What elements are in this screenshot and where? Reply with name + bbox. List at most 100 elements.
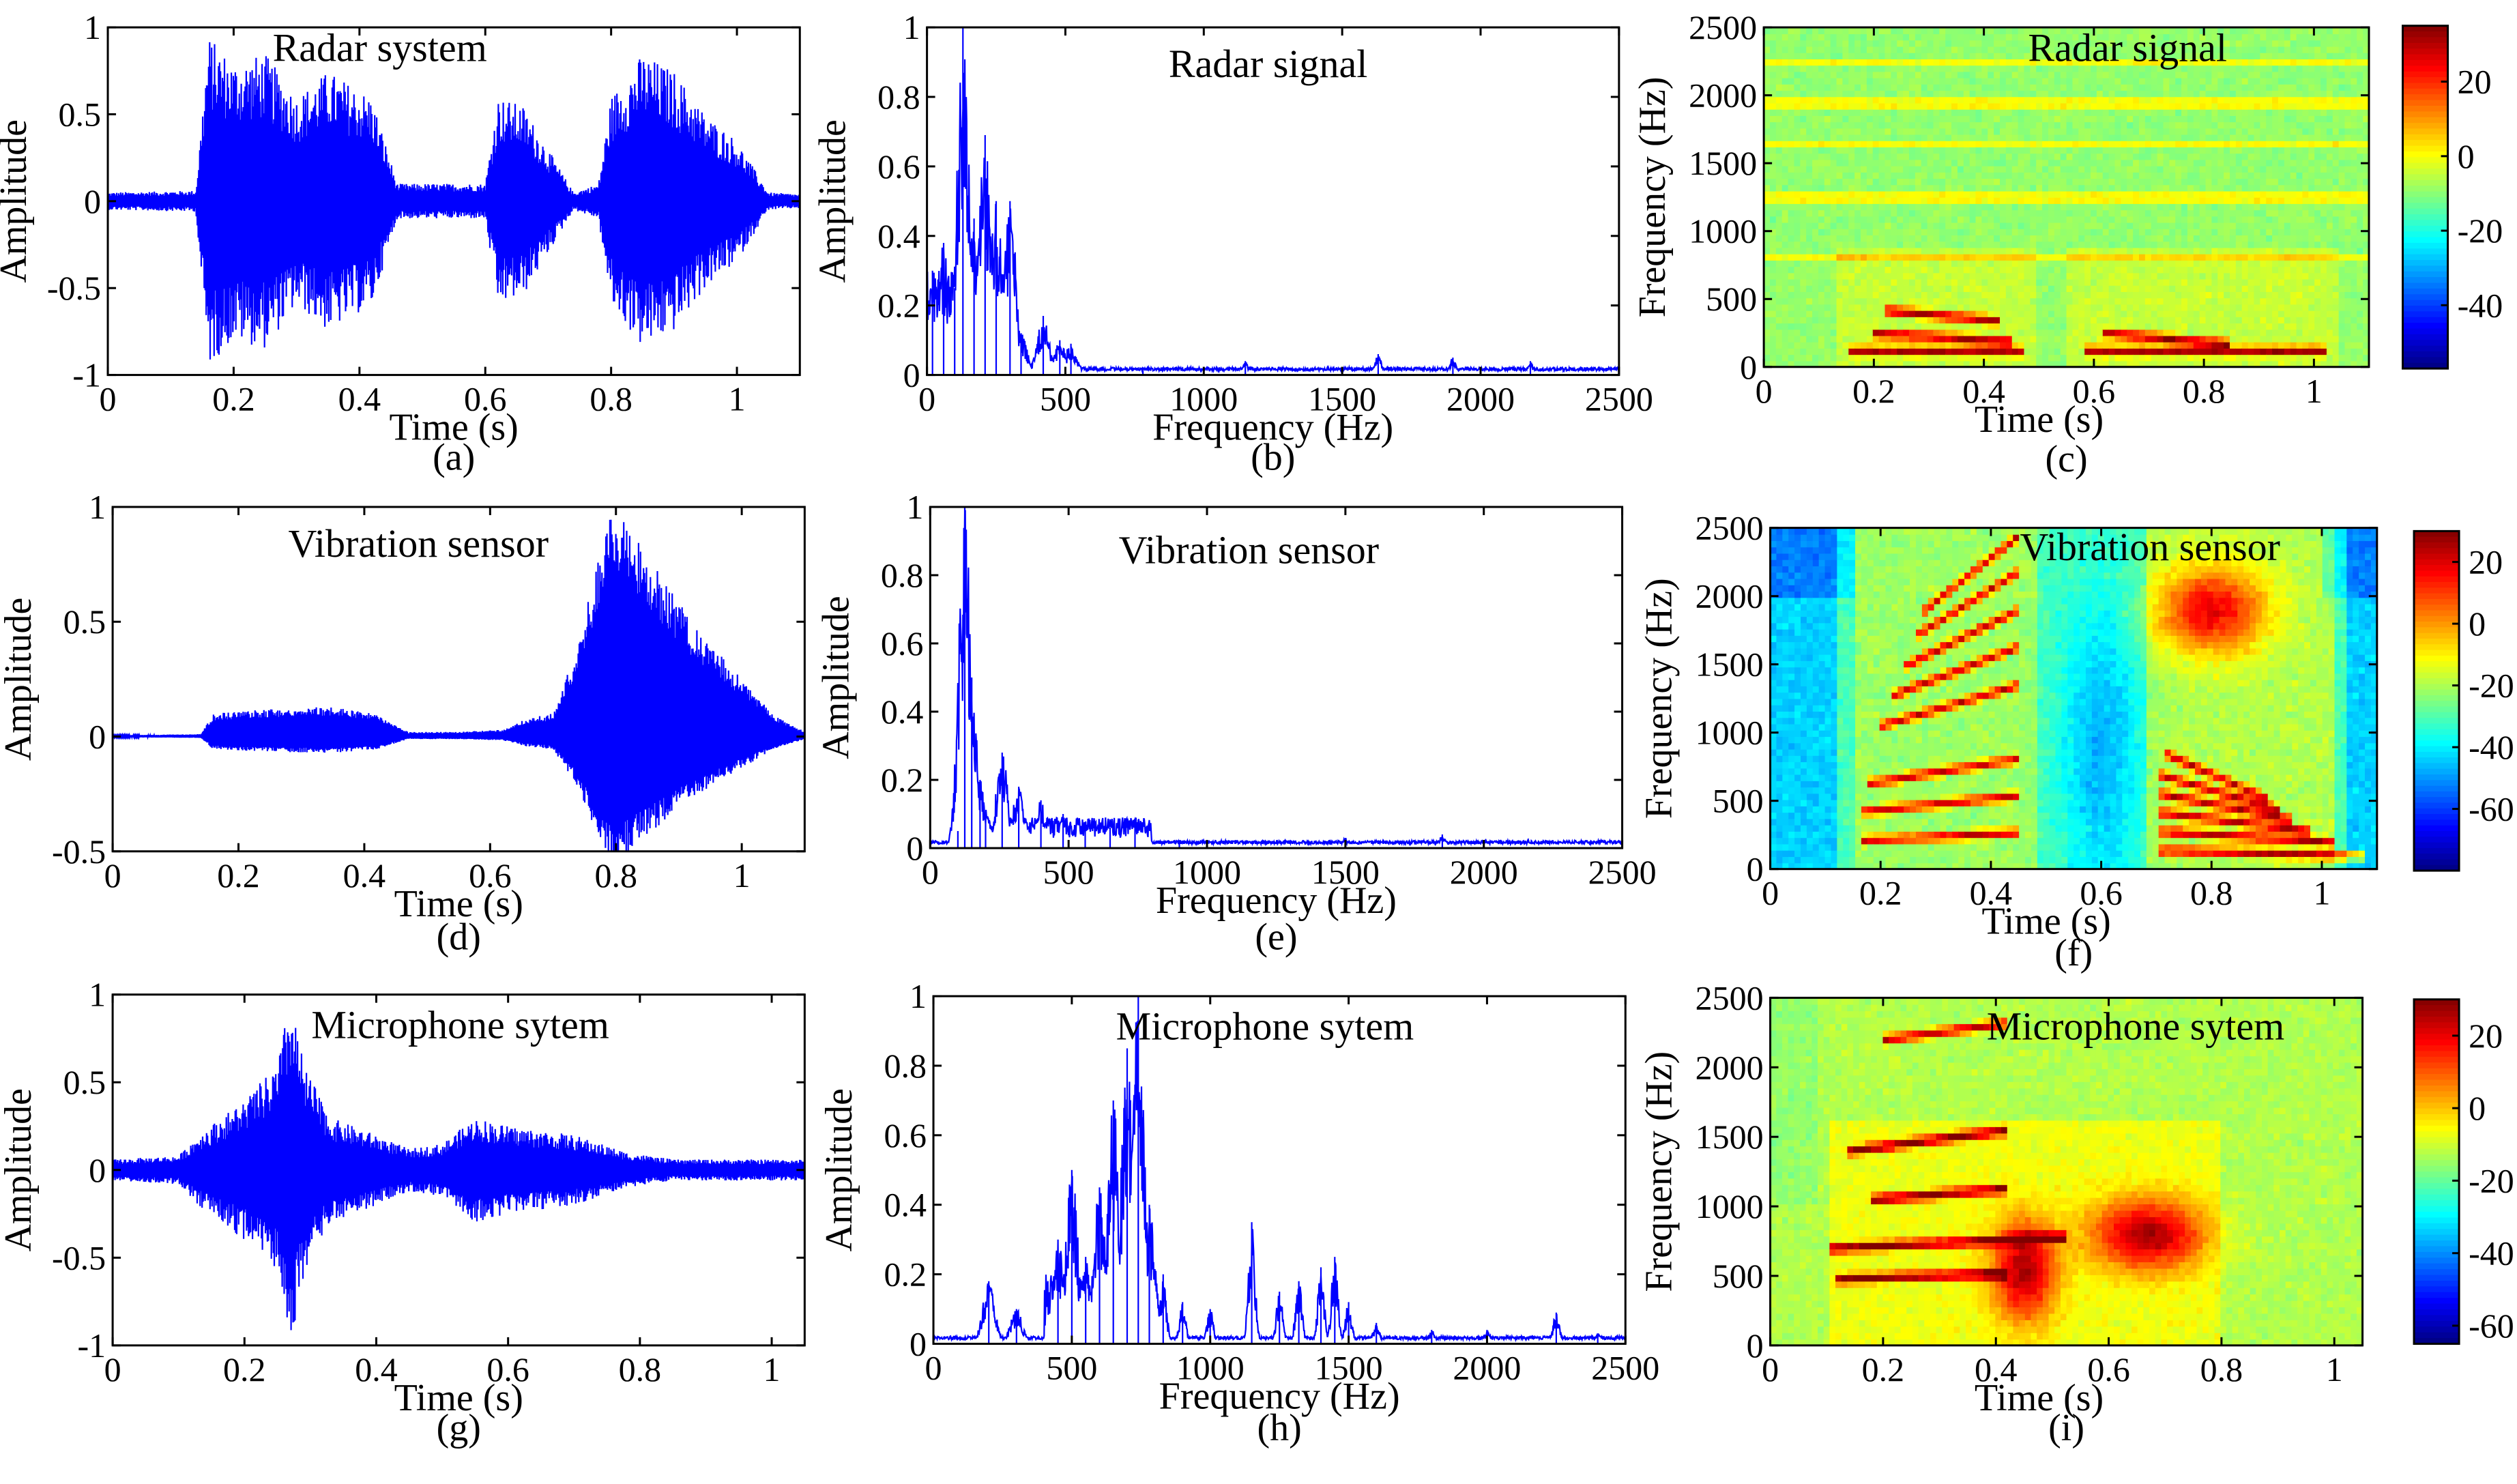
- heatmap-cell: [2236, 329, 2243, 336]
- heatmap-cell: [1794, 121, 1801, 128]
- heatmap-cell: [2012, 329, 2019, 336]
- heatmap-cell: [2139, 203, 2146, 210]
- heatmap-cell: [2042, 96, 2049, 103]
- heatmap-cell: [2030, 248, 2037, 254]
- heatmap-cell: [2260, 336, 2267, 343]
- heatmap-cell: [1885, 235, 1892, 242]
- heatmap-cell: [2084, 166, 2091, 173]
- heatmap-cell: [2302, 27, 2309, 34]
- heatmap-cell: [1824, 197, 1831, 204]
- heatmap-cell: [2145, 103, 2152, 110]
- heatmap-cell: [2091, 141, 2097, 147]
- heatmap-cell: [2084, 229, 2091, 235]
- heatmap-cell: [2236, 78, 2243, 85]
- heatmap-cell: [1939, 103, 1946, 110]
- heatmap-cell: [1794, 53, 1801, 59]
- heatmap-cell: [2006, 222, 2013, 229]
- heatmap-cell: [2091, 222, 2097, 229]
- heatmap-cell: [1885, 266, 1892, 273]
- heatmap-cell: [1837, 241, 1844, 248]
- heatmap-cell: [2018, 141, 2025, 147]
- heatmap-cell: [1988, 285, 1994, 292]
- heatmap-cell: [1970, 197, 1977, 204]
- heatmap-cell: [2024, 147, 2031, 154]
- heatmap-cell: [2042, 191, 2049, 198]
- heatmap-cell: [1909, 27, 1916, 34]
- heatmap-cell: [1921, 103, 1928, 110]
- heatmap-cell: [1879, 115, 1886, 122]
- heatmap-cell: [1812, 65, 1819, 72]
- heatmap-cell: [2242, 33, 2249, 40]
- heatmap-cell: [2145, 241, 2152, 248]
- heatmap-cell: [2254, 84, 2260, 91]
- heatmap-cell: [1945, 279, 1952, 286]
- heatmap-cell: [2061, 297, 2067, 304]
- heatmap-cell: [1837, 248, 1844, 254]
- heatmap-cell: [1776, 216, 1783, 223]
- heatmap-cell: [1915, 96, 1922, 103]
- heatmap-cell: [2308, 128, 2315, 135]
- heatmap-cell: [2217, 72, 2224, 78]
- heatmap-cell: [1837, 65, 1844, 72]
- heatmap-cell: [2006, 291, 2013, 298]
- heatmap-cell: [2181, 121, 2188, 128]
- heatmap-cell: [2217, 317, 2224, 323]
- heatmap-cell: [2302, 203, 2309, 210]
- heatmap-cell: [2248, 304, 2255, 311]
- heatmap-cell: [1770, 46, 1777, 53]
- heatmap-cell: [2139, 354, 2146, 361]
- heatmap-cell: [1927, 241, 1934, 248]
- heatmap-cell: [2072, 235, 2079, 242]
- heatmap-cell: [2163, 266, 2170, 273]
- heatmap-cell: [2169, 166, 2176, 173]
- heatmap-cell: [2284, 291, 2291, 298]
- heatmap-cell: [1945, 216, 1952, 223]
- heatmap-cell: [1842, 141, 1849, 147]
- heatmap-cell: [1976, 147, 1983, 154]
- heatmap-cell: [2242, 260, 2249, 267]
- heatmap-cell: [1848, 72, 1855, 78]
- heatmap-cell: [2272, 46, 2279, 53]
- heatmap-cell: [1885, 336, 1892, 343]
- heatmap-cell: [1848, 134, 1855, 141]
- heatmap-cell: [2297, 141, 2303, 147]
- heatmap-cell: [2254, 121, 2260, 128]
- heatmap-cell: [1988, 348, 1994, 355]
- heatmap-cell: [1964, 65, 1970, 72]
- heatmap-cell: [1981, 297, 1988, 304]
- heatmap-cell: [2139, 310, 2146, 317]
- heatmap-cell: [2297, 160, 2303, 166]
- heatmap-cell: [2248, 209, 2255, 216]
- heatmap-cell: [2121, 291, 2127, 298]
- heatmap-cell: [2284, 222, 2291, 229]
- heatmap-cell: [2042, 109, 2049, 116]
- heatmap-cell: [1885, 348, 1892, 355]
- heatmap-cell: [2061, 103, 2067, 110]
- heatmap-cell: [2236, 235, 2243, 242]
- heatmap-cell: [2211, 172, 2218, 179]
- heatmap-cell: [2000, 197, 2007, 204]
- heatmap-cell: [2157, 336, 2164, 343]
- heatmap-cell: [2230, 203, 2237, 210]
- heatmap-cell: [1970, 222, 1977, 229]
- heatmap-cell: [1915, 84, 1922, 91]
- heatmap-cell: [1939, 59, 1946, 66]
- heatmap-cell: [2042, 153, 2049, 160]
- heatmap-cell: [2042, 254, 2049, 261]
- heatmap-cell: [1970, 134, 1977, 141]
- heatmap-cell: [2272, 59, 2279, 66]
- heatmap-cell: [1854, 266, 1861, 273]
- heatmap-cell: [2211, 78, 2218, 85]
- heatmap-cell: [2061, 84, 2067, 91]
- heatmap-cell: [2042, 354, 2049, 361]
- heatmap-cell: [1879, 229, 1886, 235]
- heatmap-cell: [2284, 203, 2291, 210]
- heatmap-cell: [1788, 241, 1795, 248]
- heatmap-cell: [2297, 172, 2303, 179]
- heatmap-cell: [2157, 235, 2164, 242]
- heatmap-cell: [2030, 96, 2037, 103]
- heatmap-cell: [1824, 128, 1831, 135]
- heatmap-cell: [1782, 53, 1789, 59]
- heatmap-cell: [1981, 153, 1988, 160]
- heatmap-cell: [2290, 285, 2297, 292]
